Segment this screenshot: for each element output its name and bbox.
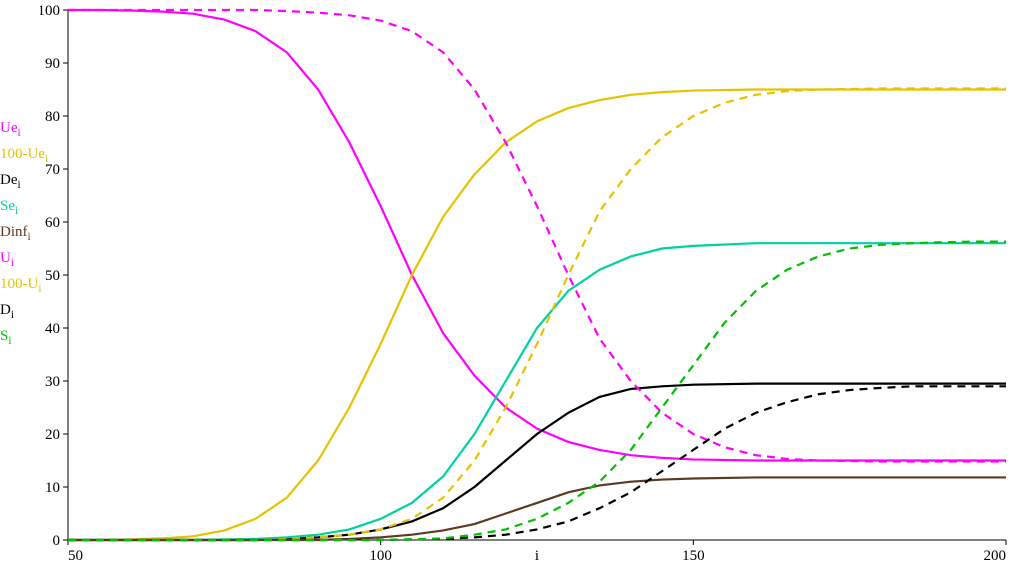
y-tick-label: 80 bbox=[45, 109, 60, 125]
series-Dinf bbox=[68, 477, 1006, 540]
series-Ue bbox=[68, 10, 1006, 461]
chart: 0 10 20 30 40 50 60 70 80 90 100 50 100 150 200 i bbox=[40, 0, 1014, 572]
y-tick-label: 40 bbox=[45, 321, 60, 337]
y-tick-label: 60 bbox=[45, 215, 60, 231]
axes: 0 10 20 30 40 50 60 70 80 90 100 50 100 150 200 i bbox=[40, 3, 1006, 564]
x-axis-label: i bbox=[535, 548, 539, 564]
y-tick-label: 90 bbox=[45, 56, 60, 72]
x-tick-label: 50 bbox=[68, 548, 83, 564]
series-group bbox=[68, 10, 1006, 540]
series-D bbox=[68, 386, 1006, 540]
x-tick-label: 150 bbox=[682, 548, 705, 564]
series-100-U bbox=[68, 88, 1006, 540]
y-tick-label: 10 bbox=[45, 480, 60, 496]
y-tick-label: 20 bbox=[45, 427, 60, 443]
y-tick-label: 50 bbox=[45, 268, 60, 284]
y-tick-label: 70 bbox=[45, 162, 60, 178]
x-tick-label: 100 bbox=[369, 548, 392, 564]
y-tick-label: 100 bbox=[40, 3, 60, 19]
series-Se bbox=[68, 243, 1006, 540]
series-U bbox=[68, 10, 1006, 462]
series-100-Ue bbox=[68, 90, 1006, 541]
x-tick-label: 200 bbox=[984, 548, 1007, 564]
y-tick-label: 30 bbox=[45, 374, 60, 390]
series-S bbox=[68, 242, 1006, 540]
y-tick-label: 0 bbox=[53, 533, 61, 549]
